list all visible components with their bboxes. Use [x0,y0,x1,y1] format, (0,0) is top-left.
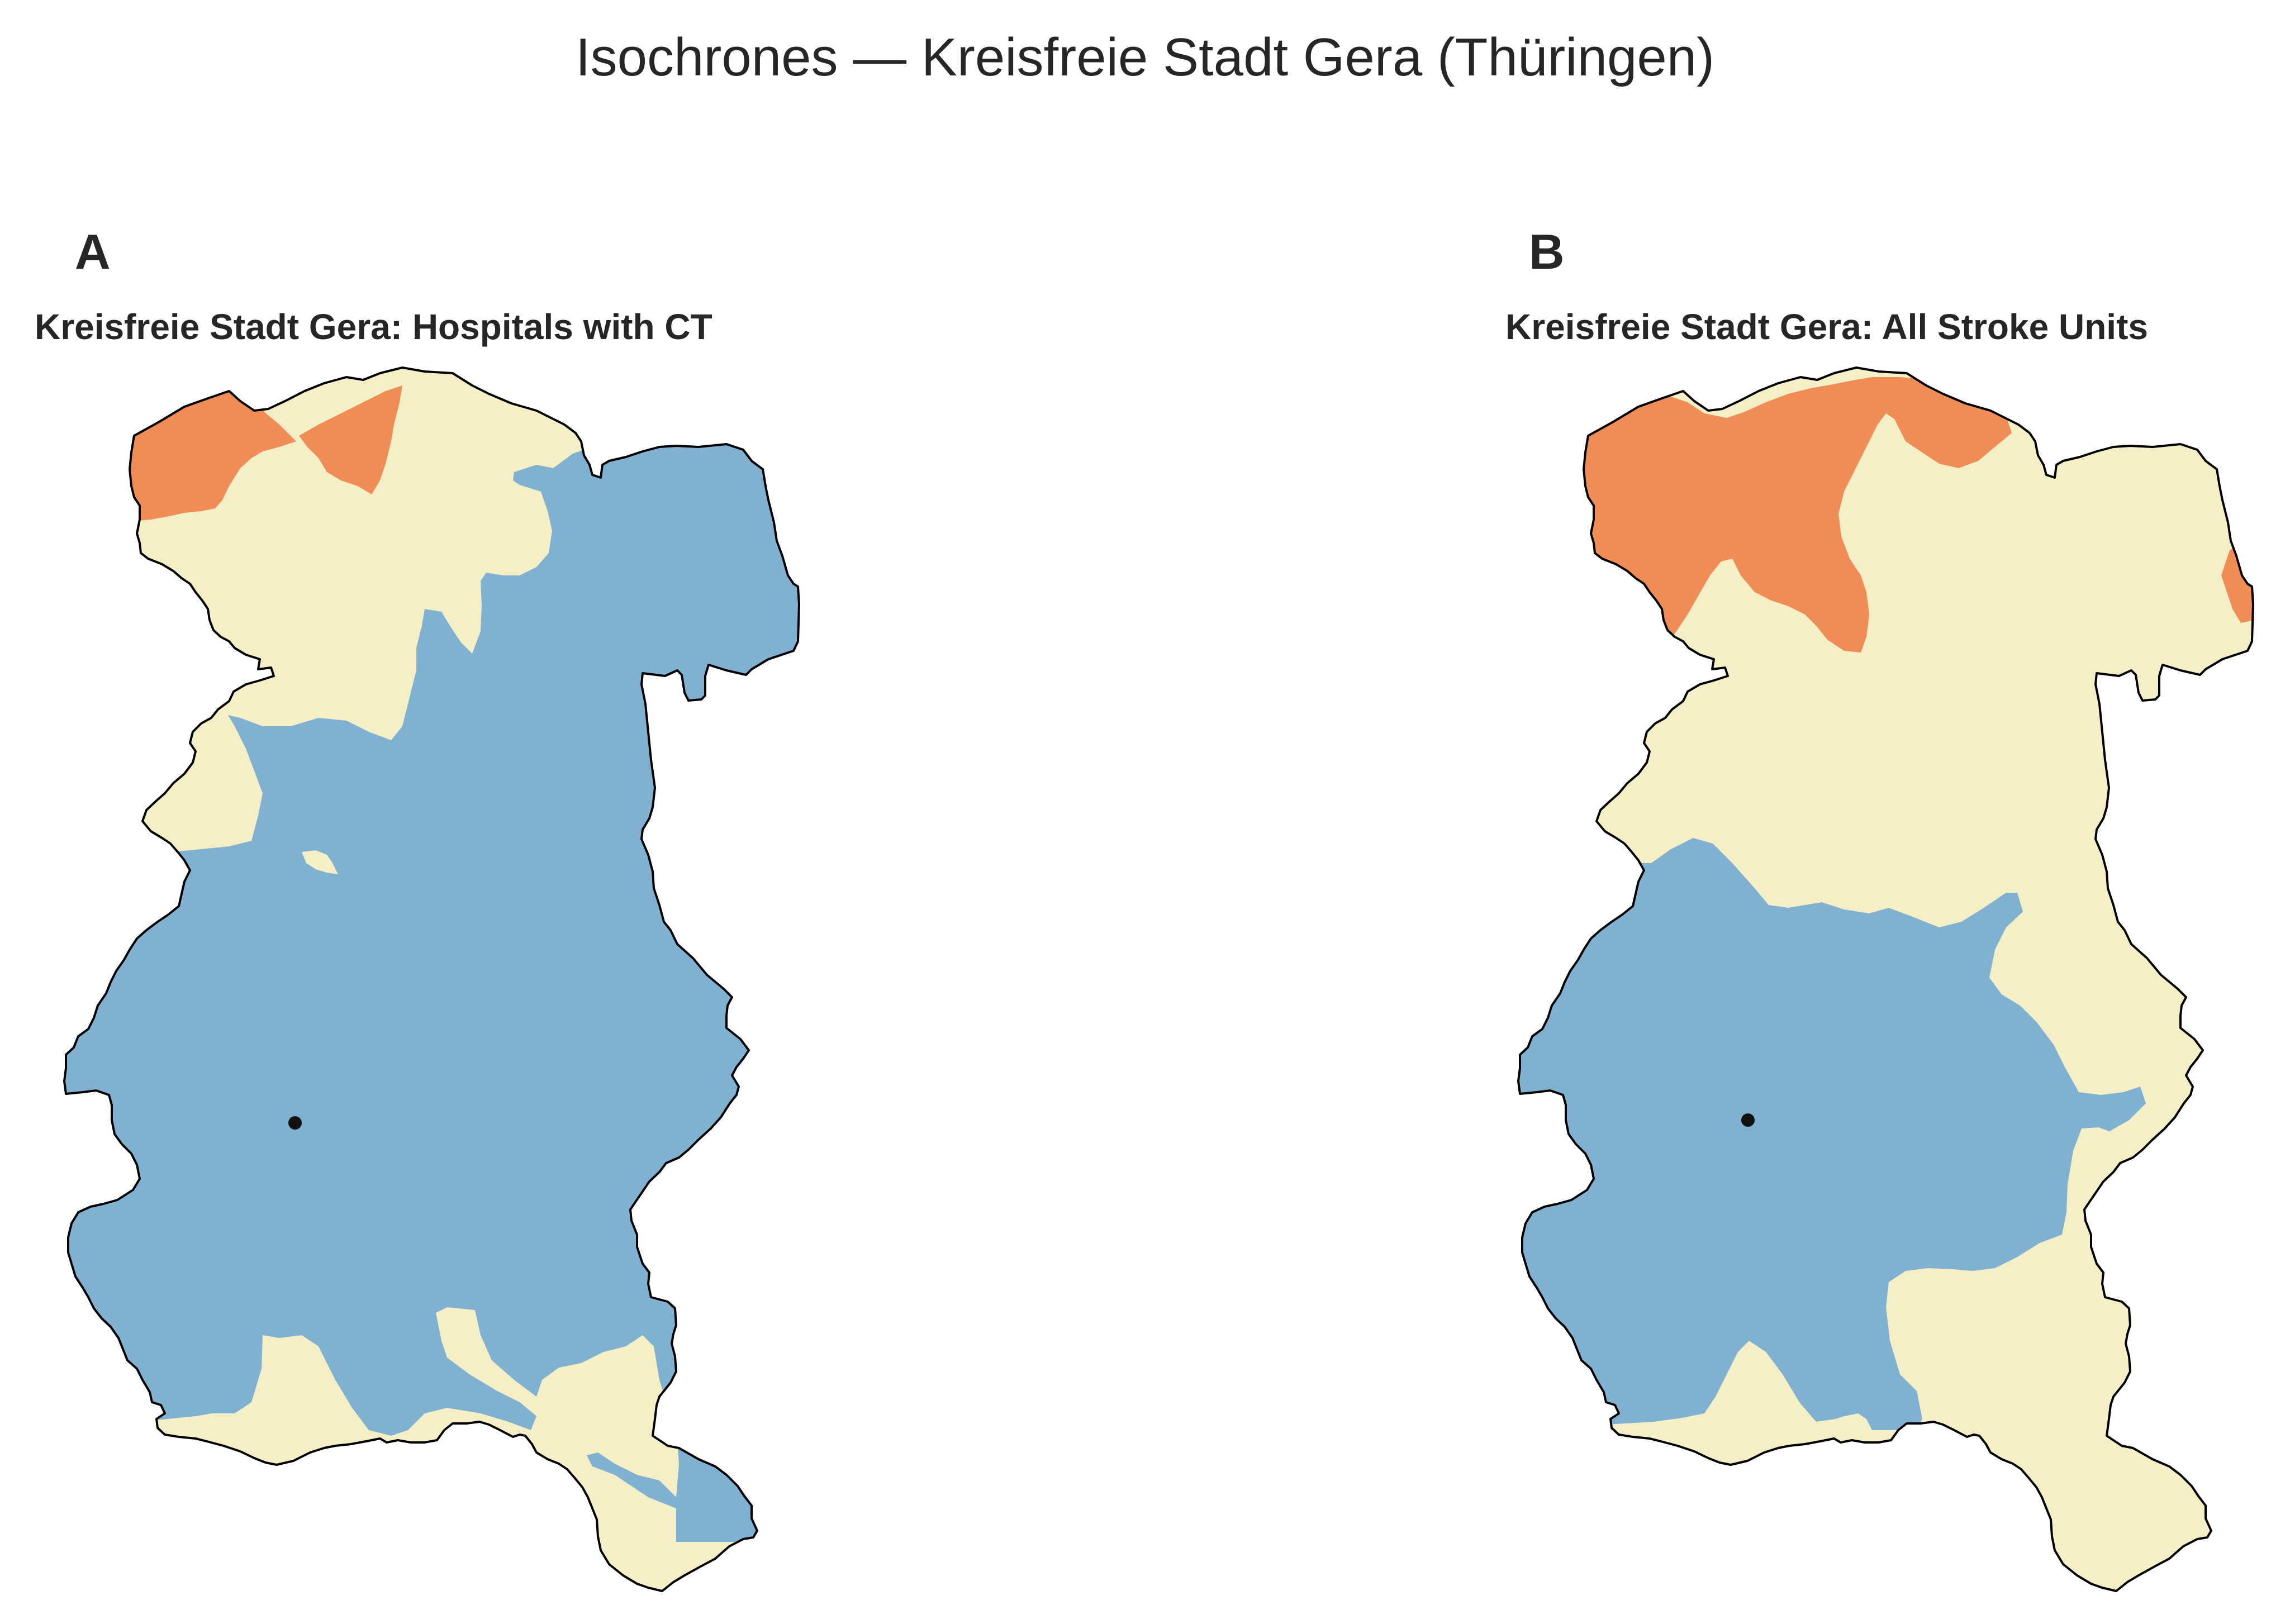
panel-a-near-zone [64,441,799,1542]
panel-b-map [1517,366,2254,1592]
facility-marker-icon [288,1116,302,1130]
panel-b-letter: B [1529,224,1565,279]
panel-b-subtitle: Kreisfreie Stadt Gera: All Stroke Units [1505,307,2148,347]
panel-a-middle-island [302,850,338,874]
panel-a-map [63,366,800,1592]
panel-a-far-zone-west [126,391,296,521]
figure-title: Isochrones — Kreisfreie Stadt Gera (Thür… [575,27,1715,87]
panel-b-far-zone-north [1553,377,2012,653]
panel-a-far-zone-north [299,385,402,494]
panel-a-subtitle: Kreisfreie Stadt Gera: Hospitals with CT [35,307,712,347]
panel-a-letter: A [75,224,111,279]
facility-marker-icon [1741,1113,1755,1127]
panel-b-near-zone [1518,838,2146,1430]
